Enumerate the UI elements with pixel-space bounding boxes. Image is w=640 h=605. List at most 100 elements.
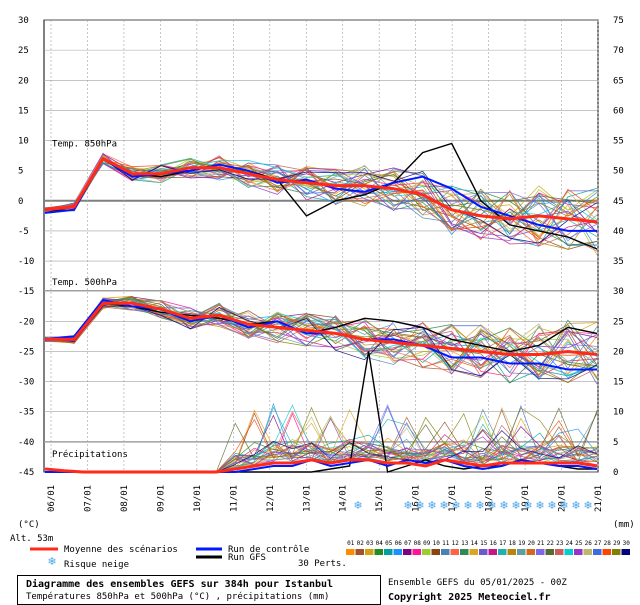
pert-number: 24 — [566, 540, 574, 547]
snow-risk-icon: ❄ — [415, 499, 424, 512]
snow-risk-icon: ❄ — [439, 499, 448, 512]
y-tick-right: 40 — [613, 227, 624, 237]
x-date-label: 17/01 — [448, 485, 458, 512]
snow-risk-icon: ❄ — [403, 499, 412, 512]
pert-line-t850 — [44, 157, 598, 217]
legend-snow-icon: ❄ — [47, 555, 56, 568]
pert-number: 22 — [547, 540, 555, 547]
pert-color-swatch — [365, 549, 374, 555]
pert-number: 18 — [509, 540, 517, 547]
pert-number: 13 — [461, 540, 469, 547]
pert-color-swatch — [612, 549, 621, 555]
pert-color-swatch — [574, 549, 583, 555]
x-date-label: 19/01 — [521, 485, 531, 512]
y-tick-left: 5 — [18, 167, 23, 177]
pert-color-swatch — [583, 549, 592, 555]
run-info: Ensemble GEFS du 05/01/2025 - 00Z — [388, 578, 567, 588]
plot-frame — [43, 19, 599, 473]
x-date-label: 21/01 — [594, 485, 604, 512]
pert-color-swatch — [469, 549, 478, 555]
pert-color-swatch — [488, 549, 497, 555]
y-tick-left: -10 — [18, 257, 34, 267]
y-tick-left: -15 — [18, 287, 34, 297]
t850-label: Temp. 850hPa — [52, 140, 117, 150]
snow-risk-icon: ❄ — [523, 499, 532, 512]
y-tick-right: 70 — [613, 46, 624, 56]
y-tick-left: -30 — [18, 378, 34, 388]
pert-color-swatch — [412, 549, 421, 555]
pert-number: 01 — [347, 540, 355, 547]
snow-risk-icon: ❄ — [463, 499, 472, 512]
x-date-label: 15/01 — [375, 485, 385, 512]
y-tick-left: -40 — [18, 438, 34, 448]
snow-risk-icon: ❄ — [571, 499, 580, 512]
pert-line-t850 — [44, 158, 598, 219]
pert-number: 19 — [518, 540, 526, 547]
y-tick-left: 0 — [18, 197, 23, 207]
y-tick-right: 20 — [613, 347, 624, 357]
pert-number: 16 — [490, 540, 498, 547]
y-tick-right: 50 — [613, 167, 624, 177]
y-tick-left: 15 — [18, 106, 29, 116]
left-axis-unit: (°C) — [18, 520, 40, 530]
pert-color-swatch — [355, 549, 364, 555]
pert-number: 08 — [414, 540, 422, 547]
y-tick-right: 15 — [613, 378, 624, 388]
pert-number: 28 — [604, 540, 612, 547]
pert-line-t850 — [44, 155, 598, 230]
pert-line-t850 — [44, 157, 598, 244]
pert-color-swatch — [441, 549, 450, 555]
y-tick-right: 35 — [613, 257, 624, 267]
snow-risk-icon: ❄ — [535, 499, 544, 512]
pert-color-swatch — [384, 549, 393, 555]
t850-mean — [44, 156, 598, 224]
x-date-label: 06/01 — [47, 485, 57, 512]
legend-snow-label: Risque neige — [64, 560, 129, 570]
pert-color-swatch — [564, 549, 573, 555]
x-date-label: 16/01 — [412, 485, 422, 512]
pert-number: 20 — [528, 540, 536, 547]
snow-risk-icon: ❄ — [511, 499, 520, 512]
pert-color-swatch — [498, 549, 507, 555]
legend-control-label: Run de contrôle — [228, 544, 309, 555]
pert-color-swatch — [431, 549, 440, 555]
pert-color-swatch — [507, 549, 516, 555]
y-tick-right: 25 — [613, 317, 624, 327]
pert-number: 21 — [537, 540, 545, 547]
t500-label: Temp. 500hPa — [52, 278, 117, 288]
pert-line-t500 — [44, 296, 598, 368]
footer-subtitle: Températures 850hPa et 500hPa (°C) , pré… — [26, 592, 330, 602]
pert-number: 06 — [395, 540, 403, 547]
pert-color-swatch — [545, 549, 554, 555]
footer-title: Diagramme des ensembles GEFS sur 384h po… — [26, 579, 334, 590]
y-tick-left: -45 — [18, 468, 34, 478]
y-tick-right: 60 — [613, 106, 624, 116]
pert-color-swatch — [593, 549, 602, 555]
x-date-label: 10/01 — [193, 485, 203, 512]
pert-line-t500 — [44, 300, 598, 381]
pert-number: 05 — [385, 540, 393, 547]
y-tick-right: 5 — [613, 438, 618, 448]
x-date-label: 11/01 — [229, 485, 239, 512]
pert-number: 30 — [623, 540, 631, 547]
y-tick-left: 25 — [18, 46, 29, 56]
pert-number: 07 — [404, 540, 412, 547]
pert-color-swatch — [346, 549, 355, 555]
pert-number: 15 — [480, 540, 488, 547]
y-tick-right: 65 — [613, 76, 624, 86]
pert-color-swatch — [536, 549, 545, 555]
pert-number: 11 — [442, 540, 450, 547]
x-date-label: 13/01 — [302, 485, 312, 512]
x-date-label: 07/01 — [83, 485, 93, 512]
snow-risk-icon: ❄ — [499, 499, 508, 512]
pert-color-swatch — [517, 549, 526, 555]
pert-color-swatch — [450, 549, 459, 555]
pert-number: 10 — [433, 540, 441, 547]
y-tick-left: -5 — [18, 227, 29, 237]
snow-risk-icon: ❄ — [427, 499, 436, 512]
copyright: Copyright 2025 Meteociel.fr — [388, 592, 551, 603]
pert-color-swatch — [460, 549, 469, 555]
pert-color-swatch — [621, 549, 630, 555]
y-tick-right: 10 — [613, 408, 624, 418]
